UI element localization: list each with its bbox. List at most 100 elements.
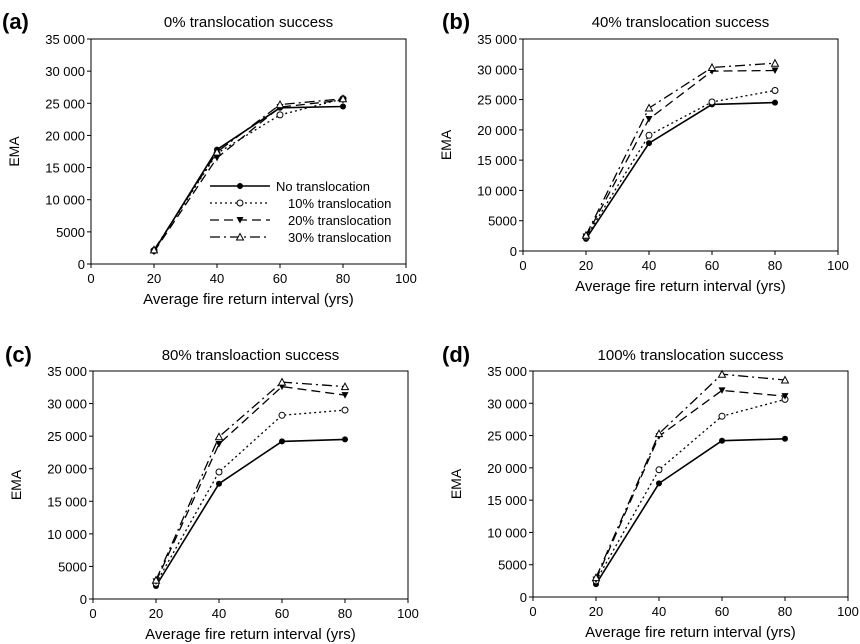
y-tick-label: 15 000 bbox=[477, 153, 517, 168]
y-tick-label: 15 000 bbox=[487, 493, 527, 508]
data-point bbox=[645, 131, 653, 139]
data-point bbox=[341, 406, 349, 414]
chart-panel-3: (d) 100% translocation success 0 5000 10 000… bbox=[442, 342, 859, 641]
y-tick-label: 20 000 bbox=[487, 461, 527, 476]
x-tick-label: 20 bbox=[149, 606, 163, 621]
y-tick-label: 30 000 bbox=[477, 62, 517, 77]
data-point bbox=[275, 100, 285, 109]
data-point bbox=[781, 393, 789, 400]
data-point bbox=[780, 375, 790, 384]
x-tick-label: 0 bbox=[519, 258, 526, 273]
y-tick-label: 10 000 bbox=[487, 525, 527, 540]
series-line-1 bbox=[585, 89, 776, 238]
data-point bbox=[770, 58, 780, 67]
data-point bbox=[215, 468, 223, 476]
y-tick-label: 25 000 bbox=[487, 429, 527, 444]
x-tick-label: 60 bbox=[275, 606, 289, 621]
panel-label: (c) bbox=[5, 342, 32, 367]
data-point bbox=[719, 437, 725, 444]
series-line-0 bbox=[585, 101, 776, 240]
y-axis-label: EMA bbox=[448, 468, 464, 499]
legend: No translocation 10% translocation 20% tra… bbox=[210, 179, 391, 245]
x-tick-label: 80 bbox=[778, 604, 792, 619]
y-tick-label: 0 bbox=[510, 244, 517, 259]
data-point bbox=[340, 382, 350, 391]
y-tick-label: 30 000 bbox=[47, 397, 87, 412]
y-tick-label: 35 000 bbox=[45, 32, 85, 47]
data-point bbox=[654, 429, 664, 438]
x-tick-label: 80 bbox=[338, 606, 352, 621]
y-tick-label: 0 bbox=[520, 590, 527, 605]
x-axis-label: Average fire return interval (yrs) bbox=[575, 278, 786, 295]
data-point bbox=[646, 140, 652, 147]
data-point bbox=[151, 575, 161, 584]
x-tick-label: 40 bbox=[212, 606, 226, 621]
y-tick-label: 35 000 bbox=[47, 364, 87, 379]
data-point bbox=[771, 67, 779, 74]
panel-label: (d) bbox=[442, 342, 470, 367]
x-axis-label: Average fire return interval (yrs) bbox=[145, 626, 356, 643]
x-tick-label: 100 bbox=[395, 271, 417, 286]
x-tick-label: 20 bbox=[147, 271, 161, 286]
data-point bbox=[782, 435, 788, 442]
y-tick-label: 20 000 bbox=[477, 123, 517, 138]
data-point bbox=[717, 369, 727, 378]
x-tick-label: 100 bbox=[397, 606, 419, 621]
series-line-0 bbox=[595, 438, 786, 585]
y-axis-label: EMA bbox=[8, 469, 24, 500]
x-tick-label: 20 bbox=[589, 604, 603, 619]
data-point bbox=[277, 377, 287, 386]
y-tick-label: 0 bbox=[78, 257, 85, 272]
series-line-3 bbox=[595, 373, 786, 578]
series-line-1 bbox=[155, 409, 346, 584]
data-point bbox=[341, 392, 349, 399]
legend-marker bbox=[236, 217, 244, 224]
series-line-3 bbox=[153, 98, 344, 251]
plot-frame bbox=[532, 370, 849, 598]
y-tick-label: 10 000 bbox=[477, 183, 517, 198]
x-tick-label: 60 bbox=[273, 271, 287, 286]
panel-label: (b) bbox=[442, 9, 470, 34]
data-point bbox=[708, 98, 716, 106]
series-line-0 bbox=[155, 438, 346, 587]
x-tick-label: 40 bbox=[642, 258, 656, 273]
plot-frame bbox=[522, 38, 839, 252]
legend-label: 20% translocation bbox=[288, 213, 391, 228]
data-point bbox=[645, 115, 653, 123]
chart-panel-0: (a) 0% translocation success 0 5000 10 000 15… bbox=[2, 9, 417, 308]
y-tick-label: 5000 bbox=[56, 225, 85, 240]
legend-label: No translocation bbox=[276, 179, 370, 194]
y-tick-label: 30 000 bbox=[45, 64, 85, 79]
data-point bbox=[655, 466, 663, 474]
plot-frame bbox=[90, 38, 407, 265]
x-tick-label: 80 bbox=[768, 258, 782, 273]
data-point bbox=[340, 103, 346, 110]
legend-marker bbox=[237, 183, 243, 189]
legend-marker bbox=[235, 232, 245, 241]
y-tick-label: 5000 bbox=[498, 558, 527, 573]
data-point bbox=[342, 436, 348, 443]
data-point bbox=[656, 480, 662, 487]
chart-title: 40% translocation success bbox=[592, 14, 770, 31]
plot-frame bbox=[92, 370, 409, 600]
series-line-3 bbox=[155, 381, 346, 581]
x-tick-label: 100 bbox=[827, 258, 849, 273]
y-tick-label: 30 000 bbox=[487, 396, 527, 411]
x-tick-label: 60 bbox=[715, 604, 729, 619]
y-tick-label: 25 000 bbox=[477, 93, 517, 108]
data-point bbox=[149, 245, 159, 254]
x-tick-label: 40 bbox=[210, 271, 224, 286]
y-tick-label: 35 000 bbox=[487, 364, 527, 379]
chart-panel-1: (b) 40% translocation success 0 5000 10 000 1… bbox=[438, 9, 849, 295]
series-line-2 bbox=[595, 389, 786, 580]
data-point bbox=[718, 412, 726, 420]
data-point bbox=[279, 438, 285, 445]
data-point bbox=[772, 99, 778, 106]
x-tick-label: 0 bbox=[89, 606, 96, 621]
chart-panel-2: (c) 80% transloaction success 0 5000 10 000 1… bbox=[5, 342, 419, 643]
y-tick-label: 15 000 bbox=[47, 494, 87, 509]
y-axis-label: EMA bbox=[438, 129, 454, 160]
y-axis-label: EMA bbox=[6, 136, 22, 167]
x-tick-label: 80 bbox=[336, 271, 350, 286]
y-tick-label: 25 000 bbox=[45, 96, 85, 111]
